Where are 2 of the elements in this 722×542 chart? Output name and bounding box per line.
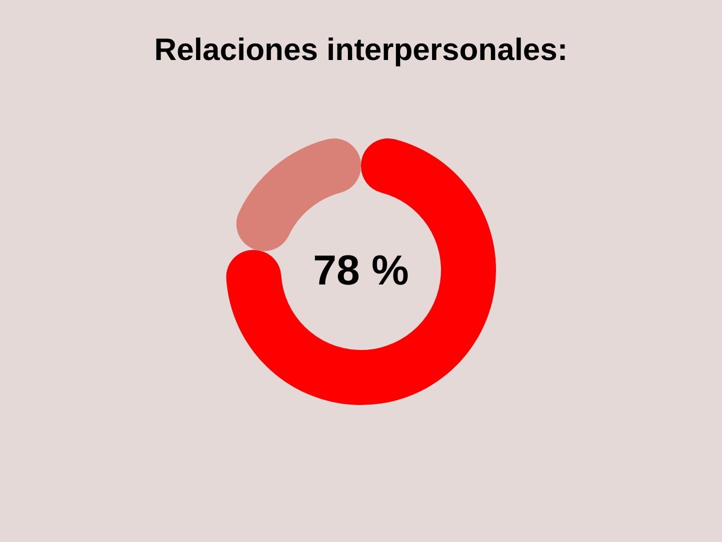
chart-title: Relaciones interpersonales: (153, 32, 569, 68)
data-label: 78 % (313, 246, 409, 294)
